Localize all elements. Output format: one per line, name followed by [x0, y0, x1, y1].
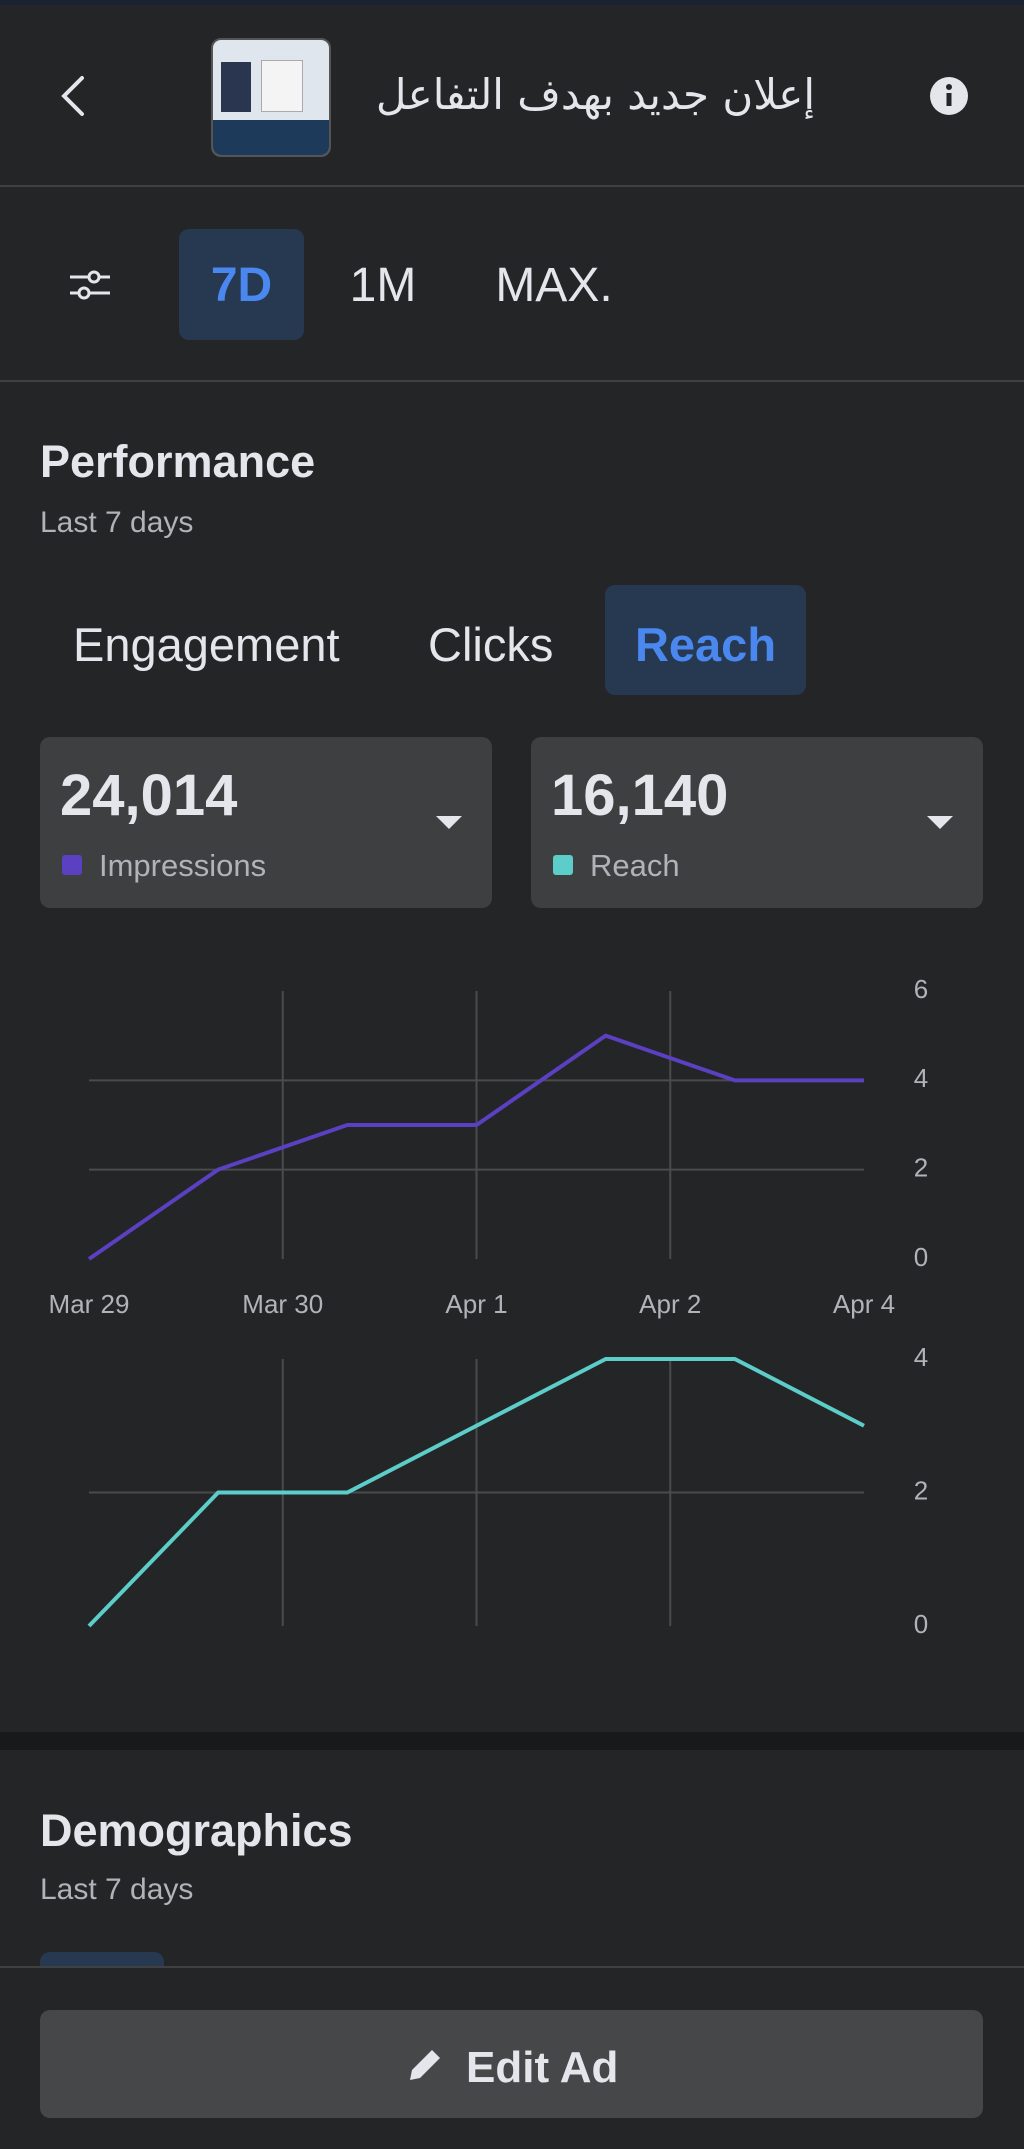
y-tick-label: 0 [914, 1242, 928, 1272]
range-7d[interactable]: 7D [210, 259, 273, 312]
ad-title: إعلان جديد بهدف التفاعل [375, 70, 815, 119]
x-tick-label: Apr 4 [833, 1289, 895, 1319]
metric-label: Reach [590, 848, 680, 883]
ad-thumbnail [211, 38, 331, 157]
range-7d-pill[interactable] [179, 229, 304, 340]
metric-value: 24,014 [60, 763, 238, 828]
y-tick-label: 4 [914, 1063, 928, 1093]
y-tick-label: 2 [914, 1475, 928, 1505]
x-tick-label: Apr 2 [639, 1289, 701, 1319]
y-tick-label: 4 [914, 1342, 928, 1372]
info-button[interactable] [929, 76, 969, 116]
x-tick-label: Apr 1 [445, 1289, 507, 1319]
section-subtitle: Last 7 days [40, 506, 194, 539]
y-tick-label: 2 [914, 1153, 928, 1183]
section-title: Demographics [40, 1805, 353, 1856]
edit-ad-label[interactable]: Edit Ad [466, 2043, 619, 2092]
range-1m[interactable]: 1M [349, 259, 417, 312]
dropdown-arrow[interactable] [436, 816, 462, 829]
status-edge [0, 0, 1024, 5]
dropdown-arrow[interactable] [927, 816, 953, 829]
edit-ad-button[interactable] [40, 2010, 983, 2118]
section-subtitle: Last 7 days [40, 1873, 194, 1906]
back-button[interactable] [52, 72, 96, 120]
tab-pill [40, 1952, 164, 1967]
charts: 0 2 4 6 Mar 29 Mar 30 Apr 1 Apr 2 Apr 4 0 2 4 [49, 974, 929, 1639]
range-max[interactable]: MAX. [495, 259, 613, 312]
tab-reach[interactable]: Reach [634, 618, 777, 671]
data-line [87, 1357, 865, 1628]
metric-card[interactable] [40, 737, 492, 908]
divider [0, 380, 1024, 382]
y-tick-label: 0 [914, 1609, 928, 1639]
metric-label: Impressions [99, 848, 267, 883]
x-tick-label: Mar 30 [242, 1289, 323, 1319]
metric-swatch [553, 855, 573, 875]
tab-clicks[interactable]: Clicks [428, 618, 554, 671]
pencil-icon [410, 2050, 440, 2080]
metric-value: 16,140 [551, 763, 729, 828]
tab-reach-pill[interactable] [605, 585, 806, 695]
data-line [87, 1033, 864, 1261]
section-gap [0, 1732, 1024, 1750]
y-tick-label: 6 [914, 974, 928, 1004]
section-title: Performance [40, 436, 316, 487]
filter-button[interactable] [68, 265, 112, 305]
metric-swatch [62, 855, 82, 875]
tab-engagement[interactable]: Engagement [73, 618, 340, 671]
divider [0, 185, 1024, 187]
x-tick-label: Mar 29 [49, 1289, 130, 1319]
metric-card[interactable] [531, 737, 983, 908]
